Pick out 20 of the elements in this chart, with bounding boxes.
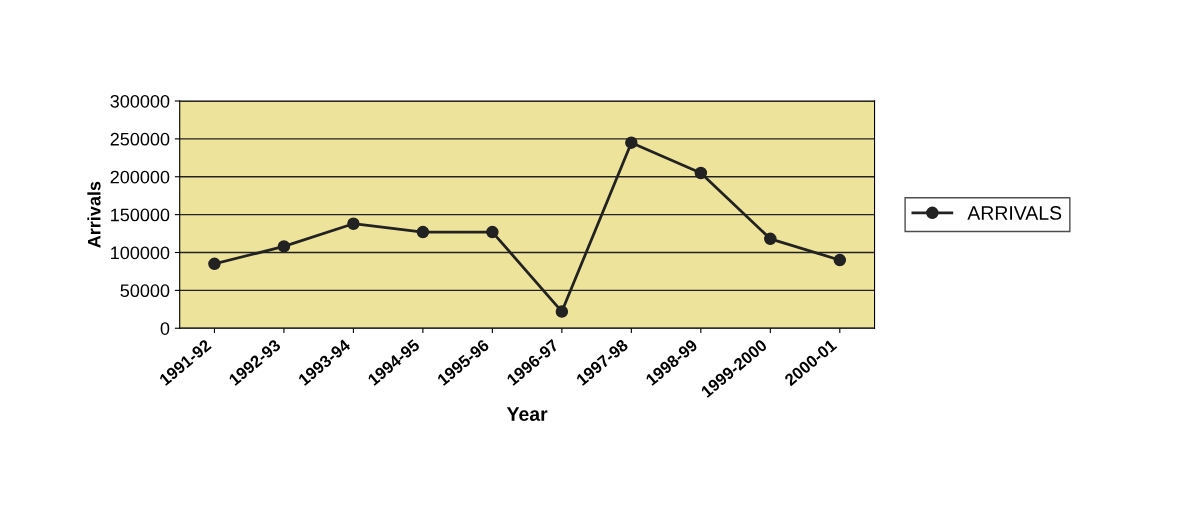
y-tick-label: 200000: [110, 170, 170, 184]
point: [347, 217, 360, 230]
y-tick-label: 150000: [111, 208, 170, 222]
y-tick-label: 300000: [110, 94, 170, 108]
y-tick-label: 250000: [110, 132, 170, 146]
point: [555, 305, 569, 318]
x-axis-title: Year: [506, 407, 548, 421]
point: [486, 225, 499, 239]
y-tick-label: 50000: [120, 284, 170, 298]
point: [764, 232, 777, 246]
legend-label: ARRIVALS: [967, 206, 1062, 220]
point: [625, 136, 638, 149]
y-tick-label: 100000: [111, 246, 170, 260]
point: [208, 257, 221, 271]
y-tick-label: 0: [160, 322, 170, 335]
point: [277, 240, 291, 253]
y-axis-title: Arrivals: [87, 181, 101, 248]
point: [833, 253, 847, 267]
point: [416, 225, 430, 239]
point: [694, 166, 708, 180]
